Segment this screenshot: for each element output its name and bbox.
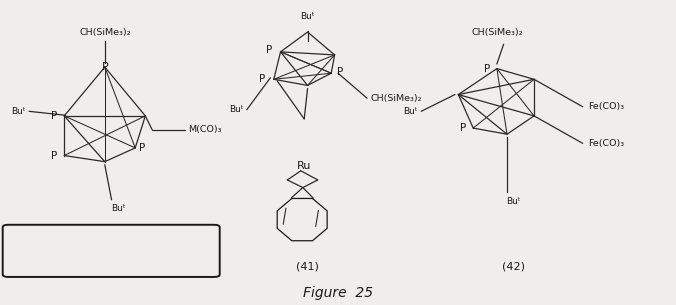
- Text: P: P: [337, 67, 343, 77]
- Text: Buᵗ: Buᵗ: [404, 107, 418, 116]
- Text: P: P: [266, 45, 272, 55]
- Text: Figure  25: Figure 25: [303, 286, 373, 300]
- Text: (41): (41): [296, 262, 319, 272]
- Text: Buᵗ: Buᵗ: [111, 204, 126, 214]
- Text: M = Cr (38), Mo (39), W (40): M = Cr (38), Mo (39), W (40): [25, 246, 197, 256]
- Text: M(CO)₃: M(CO)₃: [188, 125, 222, 134]
- Text: P: P: [139, 143, 145, 153]
- Text: P: P: [51, 151, 57, 160]
- Text: Buᵗ: Buᵗ: [300, 12, 315, 21]
- Text: (42): (42): [502, 262, 525, 272]
- Text: Fe(CO)₃: Fe(CO)₃: [588, 102, 624, 111]
- Text: P: P: [460, 123, 466, 133]
- Text: Fe(CO)₃: Fe(CO)₃: [588, 139, 624, 148]
- Text: P: P: [51, 111, 57, 121]
- Text: Buᵗ: Buᵗ: [229, 105, 243, 114]
- Text: CH(SiMe₃)₂: CH(SiMe₃)₂: [370, 94, 422, 103]
- Text: Ru: Ru: [297, 161, 312, 171]
- Text: P: P: [484, 64, 490, 74]
- Text: P: P: [260, 74, 266, 84]
- Text: Buᵗ: Buᵗ: [11, 107, 26, 116]
- Text: CH(SiMe₃)₂: CH(SiMe₃)₂: [79, 27, 130, 37]
- Text: CH(SiMe₃)₂: CH(SiMe₃)₂: [471, 27, 523, 37]
- Text: Buᵗ: Buᵗ: [506, 197, 521, 206]
- FancyBboxPatch shape: [3, 225, 220, 277]
- Text: P: P: [101, 62, 108, 72]
